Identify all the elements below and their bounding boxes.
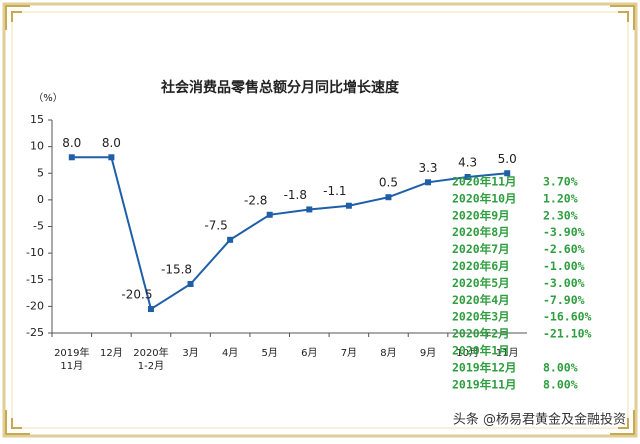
- frame-corners: [5, 5, 635, 435]
- overlay-month: 2020年6月: [452, 259, 510, 273]
- value-label: 4.3: [458, 155, 477, 169]
- y-tick-label: -15: [26, 273, 44, 286]
- overlay-month: 2020年11月: [452, 175, 517, 189]
- overlay-value: 8.00%: [543, 377, 578, 391]
- overlay-month: 2020年2月: [452, 327, 510, 341]
- value-label: -1.8: [284, 188, 307, 202]
- x-tick-label: 8月: [380, 347, 396, 359]
- y-tick-label: -25: [26, 326, 44, 339]
- x-tick-label: 3月: [182, 347, 198, 359]
- marker: [68, 154, 75, 161]
- x-tick-label: 11月: [496, 347, 519, 359]
- chart-title: 社会消费品零售总额分月同比增长速度: [160, 79, 400, 96]
- line: [71, 156, 508, 311]
- overlay-month: 2020年9月: [452, 208, 510, 222]
- value-label: 5.0: [498, 152, 517, 166]
- overlay-month: 2020年1月: [452, 344, 510, 358]
- x-tick-label: 10月: [456, 347, 479, 359]
- overlay-month: 2020年5月: [452, 276, 510, 290]
- marker: [425, 179, 432, 186]
- value-label: -1.1: [323, 184, 346, 198]
- x-tick-label: 2020年 1-2月: [133, 346, 168, 372]
- overlay-value: 2.30%: [543, 208, 578, 222]
- overlay-value: 8.00%: [543, 360, 578, 374]
- y-tick-label: 5: [37, 166, 44, 179]
- overlay-value: -3.00%: [543, 276, 585, 290]
- value-label: 8.0: [102, 136, 121, 150]
- x-tick-label: 12月: [100, 347, 123, 359]
- marker: [385, 194, 392, 201]
- x-tick-label: 5月: [262, 347, 278, 359]
- value-label: 3.3: [418, 161, 437, 175]
- x-tick-label: 2019年 11月: [54, 346, 89, 372]
- marker: [108, 154, 115, 161]
- x-tick-label: 7月: [341, 347, 357, 359]
- overlay-month: 2019年11月: [452, 377, 517, 391]
- y-tick-label: -10: [26, 246, 44, 259]
- value-label: -7.5: [204, 218, 227, 232]
- y-tick-label: -20: [26, 299, 44, 312]
- overlay-month: 2020年8月: [452, 225, 510, 239]
- x-tick-label: 6月: [301, 347, 317, 359]
- marker: [504, 170, 511, 177]
- marker: [227, 236, 234, 243]
- marker: [306, 206, 313, 213]
- overlay-value: -3.90%: [543, 225, 585, 239]
- value-label: 8.0: [62, 136, 81, 150]
- x-tick-label: 9月: [420, 347, 436, 359]
- overlay-value: -2.60%: [543, 242, 585, 256]
- overlay-value: -16.60%: [543, 310, 592, 324]
- frame: [2, 2, 638, 438]
- y-tick-label: 0: [37, 193, 44, 206]
- value-label: -20.5: [121, 288, 152, 302]
- marker: [266, 211, 273, 218]
- y-tick-label: 10: [30, 140, 44, 153]
- marker: [345, 202, 352, 209]
- y-tick-label: 15: [30, 113, 44, 126]
- marker: [187, 281, 194, 288]
- frame-inner: [11, 11, 629, 429]
- overlay-value: -7.90%: [543, 293, 585, 307]
- overlay-value: 1.20%: [543, 191, 578, 205]
- overlay-month: 2019年12月: [452, 360, 517, 374]
- watermark: 头条 @杨易君黄金及金融投资: [453, 412, 626, 428]
- marker: [147, 306, 154, 313]
- overlay-value: -21.10%: [543, 327, 592, 341]
- y-axis-unit: （%）: [33, 92, 63, 104]
- overlay-value: -1.00%: [543, 259, 585, 273]
- overlay-month: 2020年3月: [452, 310, 510, 324]
- x-tick-label: 4月: [222, 347, 238, 359]
- overlay-month: 2020年7月: [452, 242, 510, 256]
- overlay-month: 2020年4月: [452, 293, 510, 307]
- value-label: -2.8: [244, 193, 267, 207]
- marker: [464, 173, 471, 180]
- overlay-value: 3.70%: [543, 175, 578, 189]
- overlay-month: 2020年10月: [452, 191, 517, 205]
- value-label: 0.5: [379, 176, 398, 190]
- value-label: -15.8: [161, 263, 192, 277]
- y-tick-label: -5: [33, 220, 44, 233]
